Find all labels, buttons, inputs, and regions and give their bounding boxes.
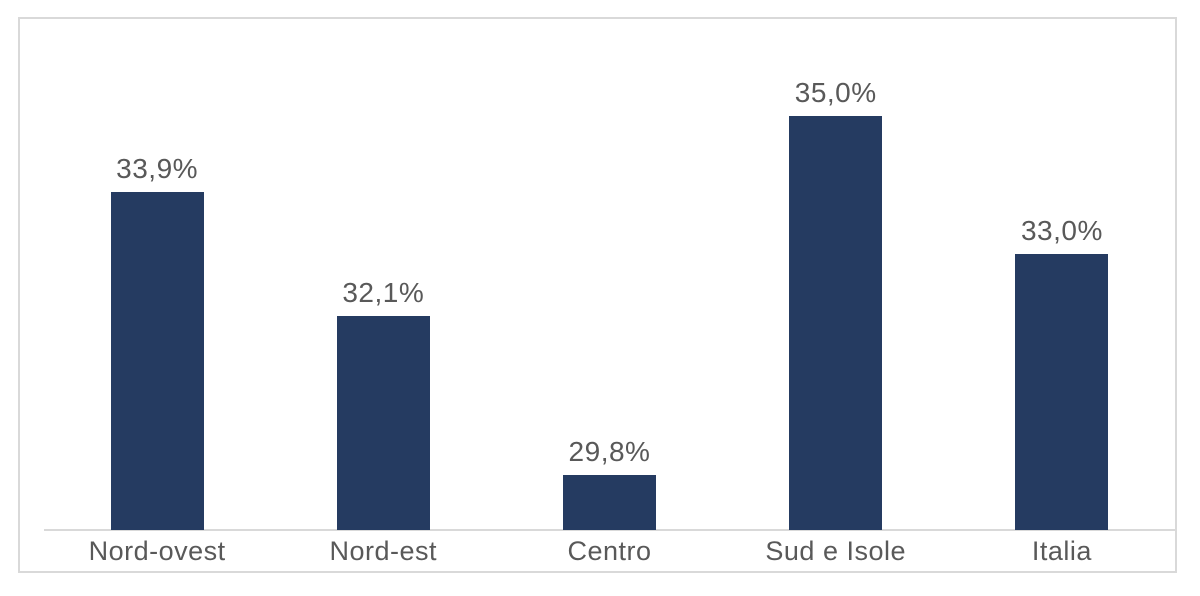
bar-value-label: 29,8%: [568, 436, 651, 467]
bar-group-2: 29,8%: [496, 19, 722, 530]
bar-value-label: 33,9%: [116, 153, 199, 184]
bar-value-label: 32,1%: [342, 277, 425, 308]
x-axis-line: [44, 529, 1175, 531]
x-axis-category-labels: Nord-ovest Nord-est Centro Sud e Isole Itali…: [44, 530, 1175, 571]
bar-group-1: 32,1%: [270, 19, 496, 530]
x-axis-label: Centro: [567, 536, 652, 566]
chart-frame: 33,9% 32,1% 29,8% 35,0% 33,0% Nord-ovest Nord…: [18, 17, 1177, 573]
x-axis-label: Nord-est: [329, 536, 438, 566]
bar-group-4: 33,0%: [949, 19, 1175, 530]
bar-value-label: 35,0%: [794, 77, 877, 108]
bar: [110, 192, 204, 530]
chart-plot-region: 33,9% 32,1% 29,8% 35,0% 33,0% Nord-ovest Nord…: [20, 19, 1175, 571]
x-axis-label: Nord-ovest: [88, 536, 226, 566]
bar: [1015, 254, 1109, 530]
bar-value-label: 33,0%: [1020, 215, 1103, 246]
bar: [789, 116, 883, 530]
plot-area: 33,9% 32,1% 29,8% 35,0% 33,0%: [44, 19, 1175, 531]
bar-group-0: 33,9%: [44, 19, 270, 530]
bar: [563, 475, 656, 530]
bar-group-3: 35,0%: [723, 19, 949, 530]
x-axis-label: Sud e Isole: [765, 536, 906, 566]
x-axis-label: Italia: [1031, 536, 1092, 566]
bar: [336, 316, 430, 530]
